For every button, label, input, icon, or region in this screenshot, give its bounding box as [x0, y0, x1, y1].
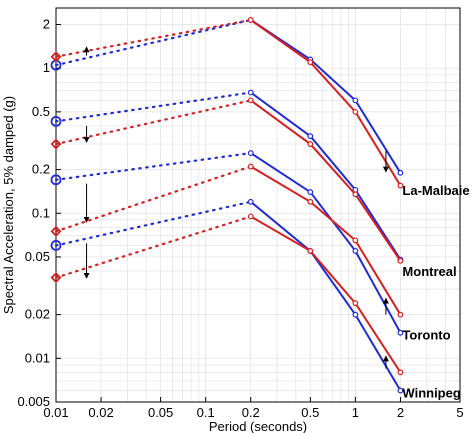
y-tick-label: 0.02: [25, 307, 50, 322]
red-point: [247, 163, 254, 170]
red-series-line: [250, 99, 402, 262]
red-pga-marker: [50, 51, 62, 63]
plot-frame: [55, 7, 461, 403]
x-axis: 0.01 0.02 0.05 0.1 0.2 0.5 1 2 5: [43, 397, 464, 420]
y-tick-label: 2: [43, 17, 50, 32]
x-tick-label: 5: [456, 405, 463, 420]
y-axis: 0.005 0.01 0.02 0.05 0.1 0.2 0.5 1 2: [17, 17, 61, 409]
x-tick-label: 0.02: [88, 405, 113, 420]
red-series-line: [250, 165, 402, 316]
red-dotted-line: [54, 215, 252, 279]
x-tick-label: 0.5: [301, 405, 319, 420]
red-pga-marker: [50, 225, 62, 237]
blue-point: [247, 150, 254, 156]
red-point: [247, 17, 254, 23]
city-label: La-Malbaie: [402, 183, 469, 198]
group-la-malbaie: [50, 17, 404, 189]
red-series-line: [250, 215, 402, 373]
blue-point: [352, 311, 359, 318]
y-tick-label: 0.2: [32, 162, 50, 177]
blue-series-line: [250, 19, 402, 174]
red-dotted-line: [54, 18, 252, 58]
red-point: [352, 237, 359, 244]
red-point: [397, 311, 404, 318]
x-tick-label: 0.05: [148, 405, 173, 420]
red-point: [352, 191, 359, 198]
red-point: [352, 300, 359, 307]
red-point: [307, 248, 314, 254]
x-tick-label: 0.1: [197, 405, 215, 420]
blue-series-line: [250, 201, 402, 392]
red-point: [307, 59, 314, 66]
blue-point: [352, 97, 359, 104]
red-pga-marker: [50, 272, 62, 284]
grid: [55, 8, 461, 403]
blue-pga-marker: [50, 115, 62, 127]
red-dotted-line: [54, 99, 252, 146]
blue-point: [397, 169, 404, 176]
blue-point: [247, 89, 254, 96]
red-point: [397, 369, 404, 376]
blue-dotted-line: [54, 18, 252, 67]
red-point: [352, 108, 359, 115]
x-tick-label: 0.01: [43, 405, 68, 420]
series-layer: [50, 17, 404, 394]
group-toronto: [50, 150, 404, 336]
y-tick-label: 0.1: [32, 205, 50, 220]
red-point: [397, 182, 404, 189]
group-montreal: [50, 89, 404, 264]
blue-dotted-line: [54, 200, 252, 247]
blue-point: [307, 189, 314, 195]
red-series-line: [250, 19, 402, 187]
x-tick-label: 1: [352, 405, 359, 420]
red-point: [397, 257, 404, 264]
y-tick-label: 0.005: [17, 394, 50, 409]
blue-point: [247, 198, 254, 205]
y-tick-label: 0.01: [25, 350, 50, 365]
blue-series-line: [250, 91, 402, 261]
y-tick-label: 1: [43, 60, 50, 75]
group-winnipeg: [50, 198, 404, 394]
city-label: Winnipeg: [402, 385, 460, 400]
y-tick-label: 0.5: [32, 104, 50, 119]
blue-point: [352, 248, 359, 254]
blue-dotted-line: [54, 151, 252, 181]
y-tick-label: 0.05: [25, 249, 50, 264]
blue-point: [397, 387, 404, 394]
x-tick-label: 2: [397, 405, 404, 420]
city-labels: La-Malbaie Montreal Toronto Winnipeg: [402, 183, 469, 400]
blue-pga-marker: [50, 240, 62, 251]
blue-point: [397, 329, 404, 336]
red-point: [307, 198, 314, 205]
city-label: Toronto: [402, 328, 450, 343]
blue-point: [307, 133, 314, 140]
red-point: [247, 213, 254, 220]
red-point: [307, 141, 314, 147]
x-tick-label: 0.2: [242, 405, 260, 420]
red-pga-marker: [50, 138, 62, 150]
x-axis-label: Period (seconds): [209, 419, 307, 433]
blue-dotted-line: [54, 91, 252, 123]
red-point: [247, 97, 254, 104]
city-label: Montreal: [402, 264, 456, 279]
blue-pga-marker: [50, 174, 62, 186]
y-axis-label: Spectral Acceleration, 5% damped (g): [1, 96, 16, 314]
